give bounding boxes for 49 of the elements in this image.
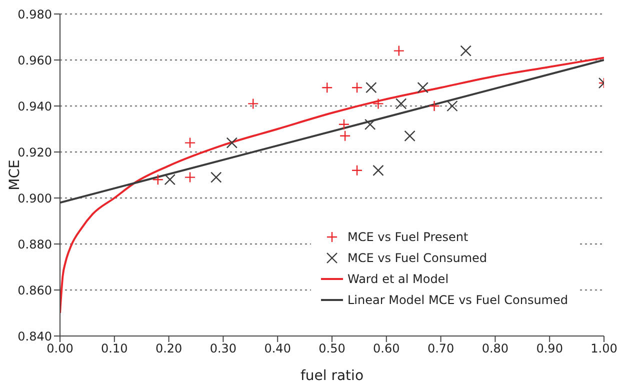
x-tick-label: 0.80	[482, 342, 509, 356]
point	[404, 130, 416, 142]
legend-label: MCE vs Fuel Consumed	[347, 251, 488, 265]
y-tick-label: 0.940	[18, 99, 52, 114]
point	[351, 164, 363, 176]
x-tick-label: 0.20	[155, 342, 182, 356]
point	[184, 137, 196, 148]
y-axis-title: MCE	[6, 160, 23, 190]
x-axis-title: fuel ratio	[300, 368, 364, 382]
point	[226, 137, 238, 148]
point	[164, 174, 176, 186]
y-tick-label: 0.880	[18, 237, 52, 252]
point	[210, 172, 222, 183]
x-tick-label: 0.90	[536, 342, 563, 356]
y-tick-label: 0.920	[18, 145, 52, 160]
point	[152, 174, 164, 186]
point	[366, 82, 377, 94]
y-tick-label: 0.980	[18, 7, 52, 22]
x-tick-label: 1.00	[590, 342, 618, 356]
legend-label: Ward et al Model	[347, 272, 449, 286]
x-tick-label: 0.00	[46, 342, 74, 356]
point	[248, 98, 259, 110]
point	[395, 98, 407, 110]
x-tick-label: 0.30	[210, 342, 237, 356]
line-series	[60, 56, 604, 314]
x-tick-label: 0.10	[101, 342, 128, 356]
point	[446, 100, 458, 112]
y-tick-label: 0.860	[18, 283, 52, 298]
point	[184, 172, 196, 183]
point	[364, 118, 376, 130]
y-tick-label: 0.960	[18, 53, 52, 68]
point	[322, 82, 333, 94]
y-tick-label: 0.840	[18, 329, 52, 344]
point	[393, 45, 405, 56]
point	[417, 82, 428, 94]
y-tick-label: 0.900	[18, 191, 52, 206]
legend-label: Linear Model MCE vs Fuel Consumed	[347, 293, 568, 307]
x-tick-label: 0.60	[373, 342, 400, 356]
point	[460, 45, 472, 56]
point	[372, 98, 384, 110]
point	[428, 100, 440, 112]
x-tick-label: 0.50	[318, 342, 346, 356]
x-tick-label: 0.70	[427, 342, 454, 356]
legend-label: MCE vs Fuel Present	[347, 230, 468, 244]
point	[338, 118, 350, 130]
point	[351, 82, 363, 94]
point	[339, 130, 351, 142]
x-tick-label: 0.40	[264, 342, 291, 356]
point	[372, 164, 384, 176]
